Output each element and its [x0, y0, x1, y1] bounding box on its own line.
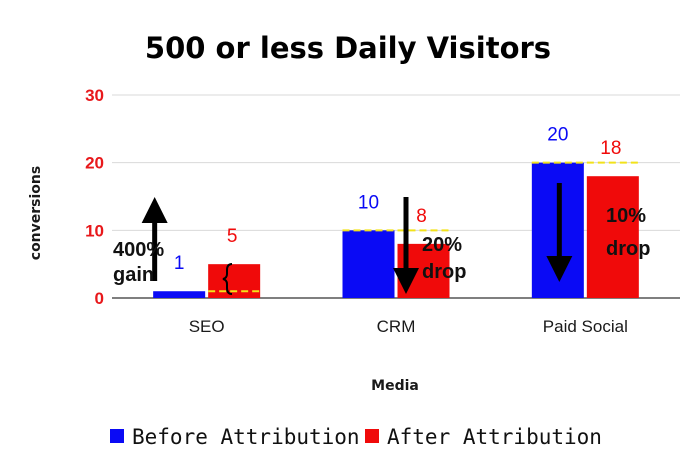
legend-label: Before Attribution: [132, 425, 360, 449]
legend-swatch: [365, 429, 379, 443]
data-label: 1: [174, 253, 185, 274]
chart-title: 500 or less Daily Visitors: [145, 31, 551, 65]
annotations: 400% gain 20% drop 10% drop: [113, 183, 650, 295]
data-label: 18: [600, 138, 621, 159]
drop-arrow-head: [393, 268, 419, 294]
legend-label: After Attribution: [387, 425, 602, 449]
data-label: 20: [547, 125, 568, 146]
data-label: 8: [416, 206, 427, 227]
data-label: 5: [227, 226, 238, 247]
x-tick-label: Paid Social: [543, 317, 628, 336]
x-tick-label: CRM: [377, 317, 416, 336]
data-label: 10: [358, 192, 379, 213]
x-axis-ticks: SEO CRM Paid Social: [189, 317, 628, 336]
annotation-line: 400%: [113, 239, 164, 261]
legend-swatch: [110, 429, 124, 443]
bar-after: [586, 176, 639, 298]
annotation-line: gain: [113, 264, 154, 286]
annotation-line: drop: [606, 238, 650, 260]
drop-arrow-head: [546, 256, 573, 282]
y-tick-label: 10: [85, 221, 104, 240]
legend: Before Attribution After Attribution: [110, 425, 602, 449]
data-labels: 1 5 10 8 20 18: [174, 125, 622, 275]
y-tick-label: 0: [95, 289, 104, 308]
y-tick-label: 30: [85, 86, 104, 105]
gain-arrow-head: [141, 197, 168, 223]
y-axis-label: conversions: [28, 166, 44, 260]
bar-after: [208, 264, 261, 298]
annotation-line: 20%: [422, 234, 462, 256]
bar-before: [153, 291, 206, 298]
gridlines: [112, 94, 680, 299]
x-tick-label: SEO: [189, 317, 225, 336]
y-tick-label: 20: [85, 154, 104, 173]
bar-before: [342, 230, 395, 298]
annotation-line: 10%: [606, 205, 646, 227]
brace: [222, 263, 233, 295]
y-axis-ticks: 0 10 20 30: [85, 86, 104, 308]
x-axis-label: Media: [371, 378, 419, 394]
reference-lines: [208, 161, 639, 293]
annotation-line: drop: [422, 261, 466, 283]
